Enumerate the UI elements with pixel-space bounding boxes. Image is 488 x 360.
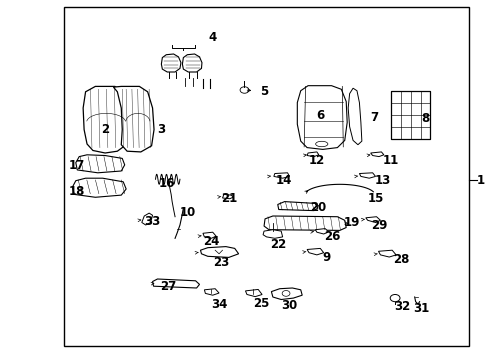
- Text: 15: 15: [366, 192, 383, 205]
- Text: 26: 26: [324, 230, 340, 243]
- Text: 20: 20: [309, 201, 325, 213]
- Text: 3: 3: [157, 123, 165, 136]
- Polygon shape: [365, 217, 380, 222]
- Text: 13: 13: [373, 174, 390, 187]
- Text: 30: 30: [281, 299, 297, 312]
- Text: 9: 9: [322, 251, 330, 264]
- Polygon shape: [222, 194, 233, 199]
- Text: 34: 34: [210, 298, 227, 311]
- Text: 2: 2: [101, 123, 109, 136]
- Text: 1: 1: [476, 174, 484, 186]
- Polygon shape: [306, 248, 323, 255]
- Text: 22: 22: [269, 238, 285, 251]
- Text: 19: 19: [343, 216, 360, 229]
- Text: 23: 23: [212, 256, 229, 269]
- Polygon shape: [182, 54, 202, 72]
- Text: 18: 18: [69, 185, 85, 198]
- Polygon shape: [306, 152, 318, 157]
- Text: 28: 28: [392, 253, 408, 266]
- Polygon shape: [347, 88, 361, 145]
- Polygon shape: [76, 155, 124, 173]
- Polygon shape: [315, 229, 328, 234]
- Polygon shape: [378, 250, 395, 257]
- Text: 24: 24: [203, 235, 219, 248]
- Text: 16: 16: [159, 177, 175, 190]
- Text: 4: 4: [208, 31, 216, 44]
- Polygon shape: [200, 247, 238, 257]
- Polygon shape: [142, 213, 152, 225]
- Text: 29: 29: [370, 219, 386, 231]
- Polygon shape: [264, 216, 346, 230]
- Text: 31: 31: [412, 302, 429, 315]
- Polygon shape: [263, 230, 282, 238]
- Text: 21: 21: [220, 192, 237, 204]
- Bar: [390, 91, 429, 139]
- Text: 11: 11: [382, 154, 399, 167]
- Text: 33: 33: [144, 215, 161, 228]
- Polygon shape: [83, 86, 128, 153]
- Text: 12: 12: [308, 154, 325, 167]
- Polygon shape: [113, 86, 154, 152]
- Polygon shape: [359, 173, 375, 178]
- Text: 8: 8: [421, 112, 428, 125]
- Text: 27: 27: [160, 280, 177, 293]
- Polygon shape: [203, 232, 216, 238]
- Polygon shape: [245, 289, 262, 297]
- Polygon shape: [277, 202, 317, 211]
- Text: 25: 25: [253, 297, 269, 310]
- Polygon shape: [370, 152, 383, 157]
- Polygon shape: [152, 279, 199, 288]
- Text: 7: 7: [369, 111, 377, 123]
- Bar: [63, 7, 468, 346]
- Polygon shape: [273, 173, 289, 178]
- Text: 14: 14: [275, 174, 291, 187]
- Text: 17: 17: [69, 159, 85, 172]
- Text: 32: 32: [393, 300, 409, 313]
- Polygon shape: [204, 289, 219, 295]
- Text: 5: 5: [260, 85, 267, 98]
- Text: 10: 10: [180, 206, 196, 219]
- Text: 6: 6: [316, 109, 324, 122]
- Polygon shape: [297, 86, 346, 149]
- Polygon shape: [72, 178, 126, 197]
- Polygon shape: [161, 54, 181, 72]
- Polygon shape: [271, 288, 302, 300]
